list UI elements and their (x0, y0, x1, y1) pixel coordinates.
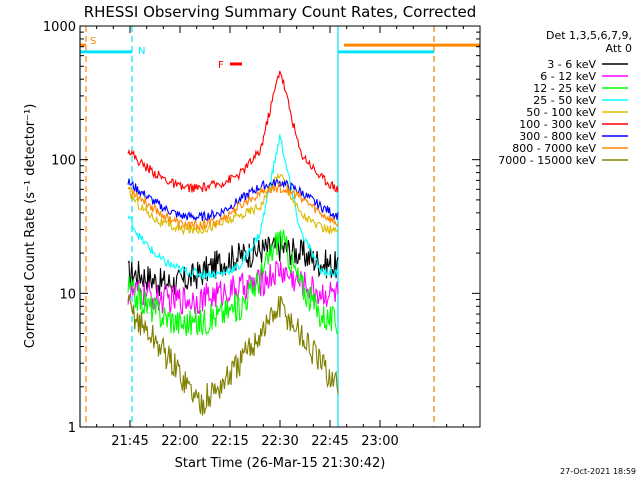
series-layer (127, 70, 339, 416)
legend-label: 300 - 800 keV (519, 130, 596, 143)
series-line (127, 134, 339, 280)
legend-label: 3 - 6 keV (547, 58, 596, 71)
x-tick-label: 21:45 (111, 434, 148, 449)
legend-label: 25 - 50 keV (533, 94, 596, 107)
series-line (127, 182, 339, 230)
y-tick-label: 1 (68, 421, 76, 436)
night-flag-label: N (138, 46, 145, 57)
series-line (127, 229, 339, 337)
chart-title: RHESSI Observing Summary Count Rates, Co… (84, 3, 477, 21)
legend-attenuator: Att 0 (606, 42, 632, 55)
x-tick-label: 22:15 (211, 434, 248, 449)
saa-flag-label: S (90, 36, 96, 47)
series-line (127, 294, 339, 416)
y-axis-label: Corrected Count Rate (s⁻¹ detector⁻¹) (23, 104, 38, 349)
x-axis-label: Start Time (26-Mar-15 21:30:42) (175, 456, 386, 471)
timestamp: 27-Oct-2021 18:59 (560, 467, 636, 476)
x-tick-label: 22:45 (311, 434, 348, 449)
x-tick-label: 23:00 (361, 434, 398, 449)
legend-label: 100 - 300 keV (519, 118, 596, 131)
y-tick-label: 10 (59, 287, 76, 302)
legend-label: 7000 - 15000 keV (498, 154, 596, 167)
series-line (127, 70, 339, 193)
y-tick-label: 1000 (43, 20, 76, 35)
series-line (127, 172, 339, 236)
series-line (127, 235, 339, 297)
axis-layer: 21:45 22:00 22:15 22:30 22:45 23:00 1 10 100 1000 (43, 20, 480, 449)
legend-label: 50 - 100 keV (526, 106, 596, 119)
legend-header: Det 1,3,5,6,7,9, (546, 29, 632, 42)
x-tick-label: 22:00 (161, 434, 198, 449)
legend-label: 12 - 25 keV (533, 82, 596, 95)
x-tick-label: 22:30 (261, 434, 298, 449)
flare-flag-label: F (218, 60, 224, 71)
y-tick-label: 100 (51, 154, 76, 169)
legend-label: 6 - 12 keV (540, 70, 596, 83)
legend-label: 800 - 7000 keV (512, 142, 596, 155)
